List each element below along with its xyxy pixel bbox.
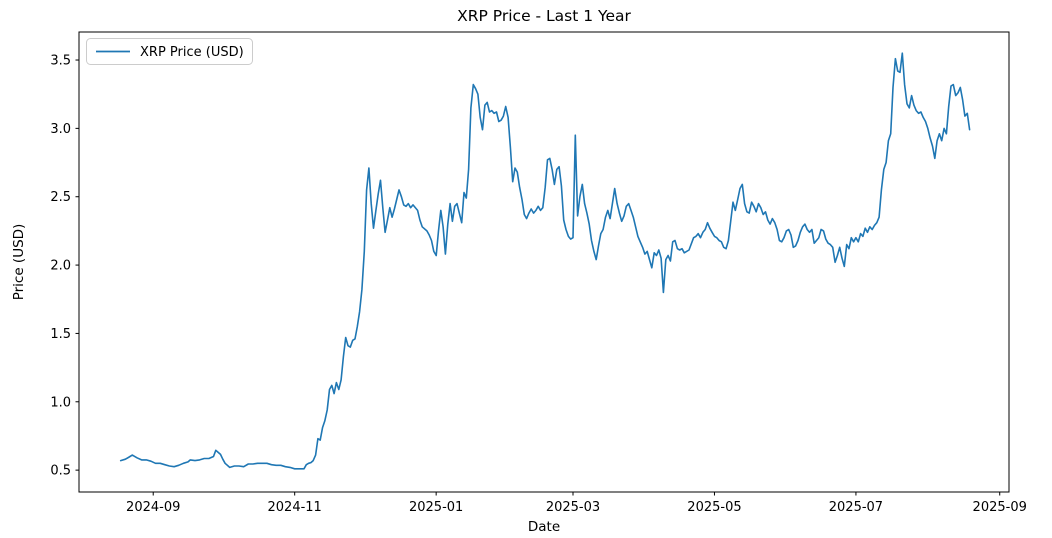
y-tick-label: 2.0 xyxy=(50,259,71,274)
legend-label: XRP Price (USD) xyxy=(140,45,244,60)
x-tick-label: 2025-09 xyxy=(973,500,1027,515)
price-line xyxy=(119,52,971,470)
y-tick-label: 3.5 xyxy=(50,54,71,69)
x-tick-label: 2024-09 xyxy=(126,500,180,515)
y-axis-ticks: 0.5 1.0 1.5 2.0 2.5 3.0 3.5 xyxy=(50,54,79,479)
chart-title: XRP Price - Last 1 Year xyxy=(457,7,631,25)
plot-frame xyxy=(78,31,1010,493)
legend: XRP Price (USD) xyxy=(86,38,253,65)
y-tick-label: 2.5 xyxy=(50,190,71,205)
x-axis-label: Date xyxy=(528,519,560,535)
x-tick-label: 2025-07 xyxy=(829,500,883,515)
x-tick-label: 2025-03 xyxy=(546,500,600,515)
axes-frame xyxy=(78,31,1010,493)
x-tick-label: 2025-01 xyxy=(409,500,463,515)
y-tick-label: 1.5 xyxy=(50,327,71,342)
x-tick-label: 2024-11 xyxy=(268,500,322,515)
y-tick-label: 0.5 xyxy=(50,464,71,479)
y-axis-label: Price (USD) xyxy=(11,224,27,301)
y-tick-label: 3.0 xyxy=(50,122,71,137)
y-tick-label: 1.0 xyxy=(50,395,71,410)
legend-box xyxy=(86,38,253,65)
x-axis-ticks: 2024-09 2024-11 2025-01 2025-03 2025-05 2025-… xyxy=(126,492,1027,515)
x-tick-label: 2025-05 xyxy=(687,500,741,515)
